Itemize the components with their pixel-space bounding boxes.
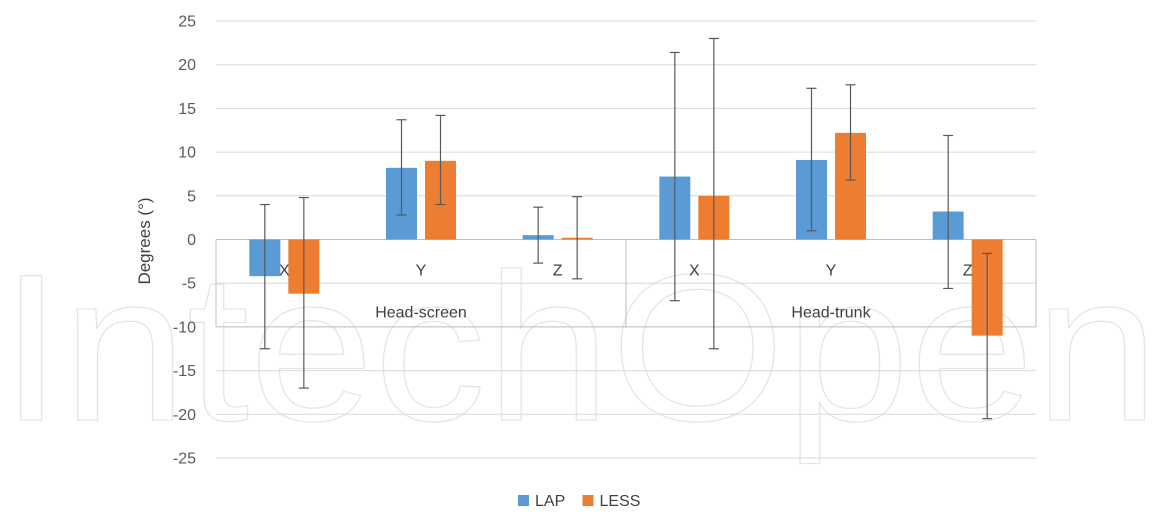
category-label: Z bbox=[553, 263, 563, 280]
category-label: X bbox=[279, 263, 290, 280]
category-axis bbox=[215, 239, 1037, 328]
y-tick-label: -25 bbox=[173, 451, 196, 468]
group-label: Head-screen bbox=[375, 305, 467, 322]
y-tick-label: 0 bbox=[187, 232, 196, 249]
y-tick-label: 25 bbox=[178, 14, 196, 31]
group-label: Head-trunk bbox=[791, 305, 871, 322]
legend: LAP LESS bbox=[518, 493, 640, 510]
y-tick-label: 15 bbox=[178, 101, 196, 118]
y-tick-label: 10 bbox=[178, 145, 196, 162]
legend-swatch-lap bbox=[518, 495, 529, 506]
category-label: Y bbox=[416, 263, 427, 280]
category-labels: X Y Z X Y Z Head-screen Head-trunk bbox=[279, 263, 973, 322]
legend-label-less: LESS bbox=[600, 493, 641, 510]
y-tick-label: -5 bbox=[182, 276, 196, 293]
y-tick-label: -15 bbox=[173, 363, 196, 380]
y-tick-label: -20 bbox=[173, 407, 196, 424]
legend-swatch-less bbox=[582, 495, 594, 506]
y-tick-label: -10 bbox=[173, 319, 196, 336]
y-axis-tick-labels: 25 20 15 10 5 0 -5 -10 -15 -20 -25 bbox=[173, 14, 196, 468]
y-axis-label: Degrees (°) bbox=[135, 197, 154, 284]
legend-label-lap: LAP bbox=[535, 493, 565, 510]
category-label: X bbox=[689, 263, 700, 280]
watermark: IntechOpen bbox=[0, 230, 1159, 465]
category-label: Z bbox=[963, 263, 973, 280]
y-tick-label: 20 bbox=[178, 57, 196, 74]
error-bars bbox=[259, 37, 993, 420]
y-tick-label: 5 bbox=[187, 188, 196, 205]
category-label: Y bbox=[826, 263, 837, 280]
